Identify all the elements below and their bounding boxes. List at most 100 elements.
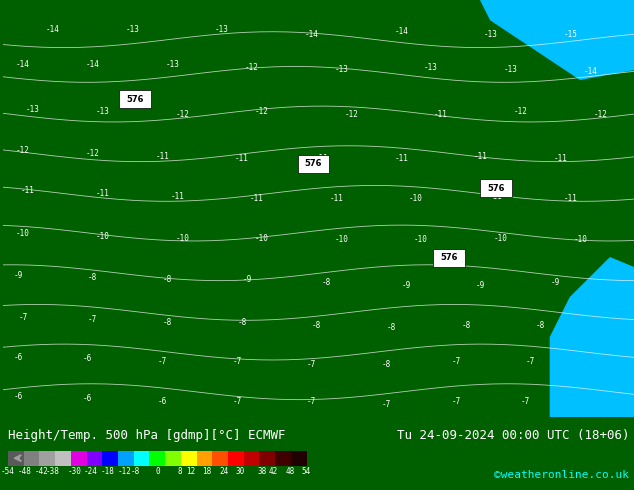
- Bar: [102, 451, 118, 465]
- Text: -14: -14: [304, 30, 318, 39]
- Text: 42: 42: [269, 467, 278, 476]
- Text: -9: -9: [13, 271, 23, 280]
- Text: 576: 576: [127, 95, 144, 104]
- Text: -7: -7: [451, 397, 460, 406]
- Text: -12: -12: [16, 146, 30, 155]
- Text: -11: -11: [314, 154, 328, 163]
- Text: -11: -11: [474, 152, 488, 161]
- Bar: [134, 451, 150, 465]
- Text: -7: -7: [88, 315, 97, 324]
- Text: -13: -13: [503, 65, 517, 74]
- Text: -13: -13: [215, 25, 229, 34]
- Text: -13: -13: [335, 65, 348, 74]
- Text: -11: -11: [235, 154, 249, 163]
- Bar: [165, 451, 181, 465]
- Text: 30: 30: [236, 467, 245, 476]
- Text: -14: -14: [86, 60, 100, 69]
- Text: -8: -8: [536, 321, 545, 330]
- Text: -6: -6: [83, 394, 93, 403]
- Text: -10: -10: [409, 194, 423, 203]
- Text: -13: -13: [484, 30, 498, 39]
- Text: -8: -8: [382, 361, 391, 369]
- Text: -10: -10: [414, 236, 428, 245]
- Text: -8: -8: [312, 321, 321, 330]
- Text: -11: -11: [250, 194, 264, 203]
- Text: -13: -13: [26, 104, 40, 114]
- Text: -7: -7: [521, 397, 530, 406]
- Text: -8: -8: [461, 321, 470, 330]
- Text: -11: -11: [434, 110, 448, 119]
- Text: -10: -10: [335, 236, 348, 245]
- Text: -12: -12: [593, 110, 607, 119]
- Text: -38: -38: [45, 467, 59, 476]
- Text: 0: 0: [155, 467, 160, 476]
- Text: -7: -7: [158, 358, 167, 367]
- Text: 8: 8: [177, 467, 182, 476]
- Bar: [275, 451, 291, 465]
- Text: -12: -12: [175, 110, 189, 119]
- Text: -7: -7: [232, 397, 242, 406]
- Text: -10: -10: [494, 234, 508, 243]
- Text: -8: -8: [88, 273, 97, 282]
- Text: Tu 24-09-2024 00:00 UTC (18+06): Tu 24-09-2024 00:00 UTC (18+06): [396, 429, 629, 442]
- Text: -11: -11: [489, 192, 503, 201]
- Bar: [243, 451, 259, 465]
- Text: 38: 38: [258, 467, 267, 476]
- Text: -11: -11: [564, 194, 577, 203]
- Text: 48: 48: [285, 467, 295, 476]
- Text: -8: -8: [163, 318, 172, 327]
- Polygon shape: [550, 258, 634, 416]
- Text: -10: -10: [96, 231, 110, 241]
- Bar: [71, 451, 87, 465]
- Text: -8: -8: [163, 275, 172, 284]
- Text: -6: -6: [13, 352, 23, 362]
- Text: -12: -12: [514, 106, 527, 116]
- Text: -10: -10: [16, 228, 30, 238]
- FancyBboxPatch shape: [119, 90, 152, 108]
- Text: 24: 24: [219, 467, 228, 476]
- Text: -12: -12: [344, 110, 358, 119]
- Bar: [55, 451, 71, 465]
- FancyBboxPatch shape: [297, 155, 330, 172]
- Text: -11: -11: [96, 189, 110, 198]
- Text: -11: -11: [330, 194, 344, 203]
- FancyBboxPatch shape: [480, 179, 512, 197]
- Text: -14: -14: [583, 67, 597, 76]
- Text: -8: -8: [322, 278, 331, 287]
- Text: -9: -9: [476, 281, 486, 290]
- Text: -7: -7: [18, 313, 28, 322]
- Text: -10: -10: [573, 236, 587, 245]
- Text: -7: -7: [451, 358, 460, 367]
- Text: -13: -13: [424, 63, 438, 72]
- Text: -6: -6: [13, 392, 23, 401]
- Bar: [23, 451, 39, 465]
- Text: -10: -10: [255, 234, 269, 243]
- Text: -42: -42: [34, 467, 48, 476]
- Text: -9: -9: [401, 281, 411, 290]
- Text: 18: 18: [202, 467, 212, 476]
- Text: -7: -7: [307, 397, 316, 406]
- Text: -13: -13: [126, 25, 139, 34]
- Text: -15: -15: [564, 30, 577, 39]
- Text: -30: -30: [67, 467, 81, 476]
- Text: -7: -7: [382, 400, 391, 409]
- Text: -13: -13: [96, 106, 110, 116]
- Text: ©weatheronline.co.uk: ©weatheronline.co.uk: [494, 470, 629, 480]
- FancyBboxPatch shape: [433, 249, 465, 267]
- Text: -11: -11: [394, 154, 408, 163]
- Text: 576: 576: [305, 159, 322, 168]
- Bar: [150, 451, 165, 465]
- Text: -9: -9: [551, 278, 560, 287]
- Text: -11: -11: [21, 186, 35, 195]
- Bar: [291, 451, 307, 465]
- Text: -10: -10: [175, 234, 189, 243]
- Bar: [39, 451, 55, 465]
- Bar: [181, 451, 197, 465]
- Text: -6: -6: [83, 354, 93, 364]
- Text: 12: 12: [186, 467, 195, 476]
- Text: -12: -12: [86, 149, 100, 158]
- Text: -7: -7: [307, 361, 316, 369]
- Text: -24: -24: [84, 467, 98, 476]
- Text: -8: -8: [131, 467, 140, 476]
- Text: 576: 576: [487, 184, 505, 193]
